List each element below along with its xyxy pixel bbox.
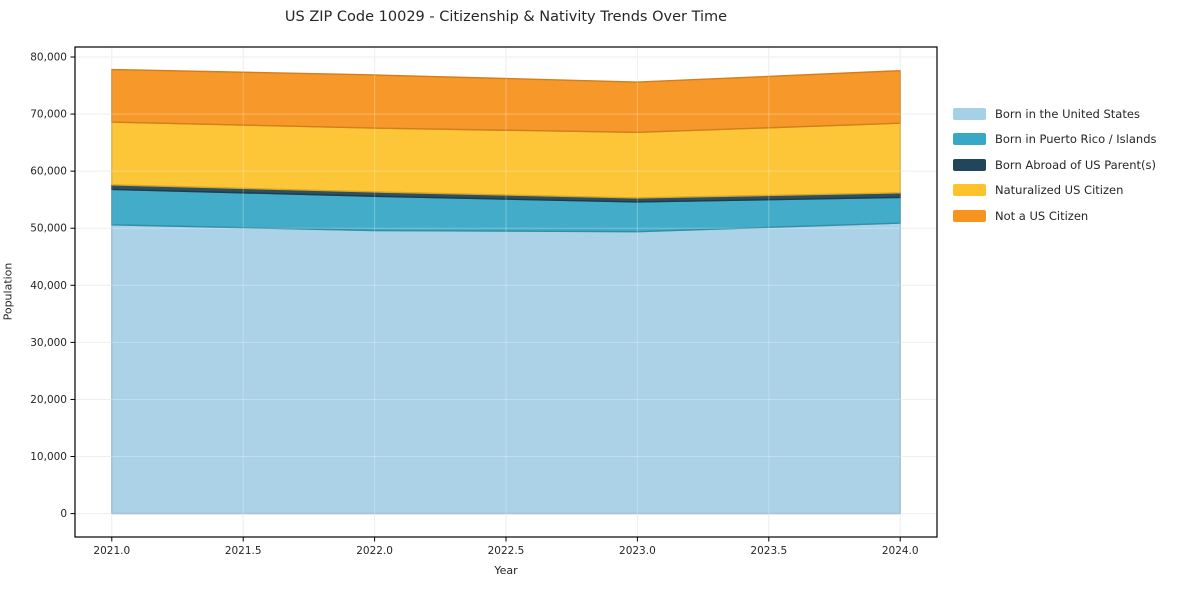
legend-swatch (953, 107, 986, 120)
legend-item: Born in the United States (953, 101, 1157, 127)
legend-label: Naturalized US Citizen (995, 183, 1124, 198)
y-tick-label: 70,000 (30, 109, 67, 121)
legend-label: Born in Puerto Rico / Islands (995, 132, 1157, 147)
legend-swatch (953, 133, 986, 146)
chart-title: US ZIP Code 10029 - Citizenship & Nativi… (284, 9, 728, 25)
legend-label: Born Abroad of US Parent(s) (995, 157, 1156, 172)
x-tick-label: 2022.5 (488, 545, 525, 557)
legend-item: Born in Puerto Rico / Islands (953, 127, 1157, 153)
x-tick-label: 2022.0 (356, 545, 393, 557)
area-series-4 (111, 68, 901, 134)
y-tick-label: 80,000 (30, 51, 67, 63)
y-tick-label: 20,000 (30, 394, 67, 406)
gridlines-overlay (75, 47, 937, 537)
x-tick-label: 2021.0 (93, 545, 130, 557)
legend-swatch (953, 209, 986, 222)
legend: Born in the United States Born in Puerto … (953, 101, 1157, 229)
legend-item: Naturalized US Citizen (953, 178, 1157, 204)
y-tick-label: 10,000 (30, 451, 67, 463)
x-axis-label: Year (494, 564, 518, 577)
legend-item: Not a US Citizen (953, 203, 1157, 229)
y-tick-label: 0 (60, 508, 67, 520)
legend-swatch (953, 184, 986, 197)
x-tick-label: 2023.0 (619, 545, 656, 557)
x-tick-label: 2023.5 (750, 545, 787, 557)
legend-item: Born Abroad of US Parent(s) (953, 152, 1157, 178)
legend-label: Not a US Citizen (995, 208, 1089, 223)
axis-ticks: 2021.0 2021.5 2022.0 2022.5 2023.0 2023.5 2024… (30, 51, 918, 557)
y-tick-label: 40,000 (30, 280, 67, 292)
legend-label: Born in the United States (995, 106, 1140, 121)
y-tick-label: 60,000 (30, 166, 67, 178)
x-tick-label: 2021.5 (225, 545, 262, 557)
y-tick-label: 50,000 (30, 223, 67, 235)
x-tick-label: 2024.0 (882, 545, 919, 557)
stacked-areas (111, 68, 901, 515)
y-tick-label: 30,000 (30, 337, 67, 349)
legend-swatch (953, 158, 986, 171)
y-axis-label: Population (1, 262, 15, 321)
